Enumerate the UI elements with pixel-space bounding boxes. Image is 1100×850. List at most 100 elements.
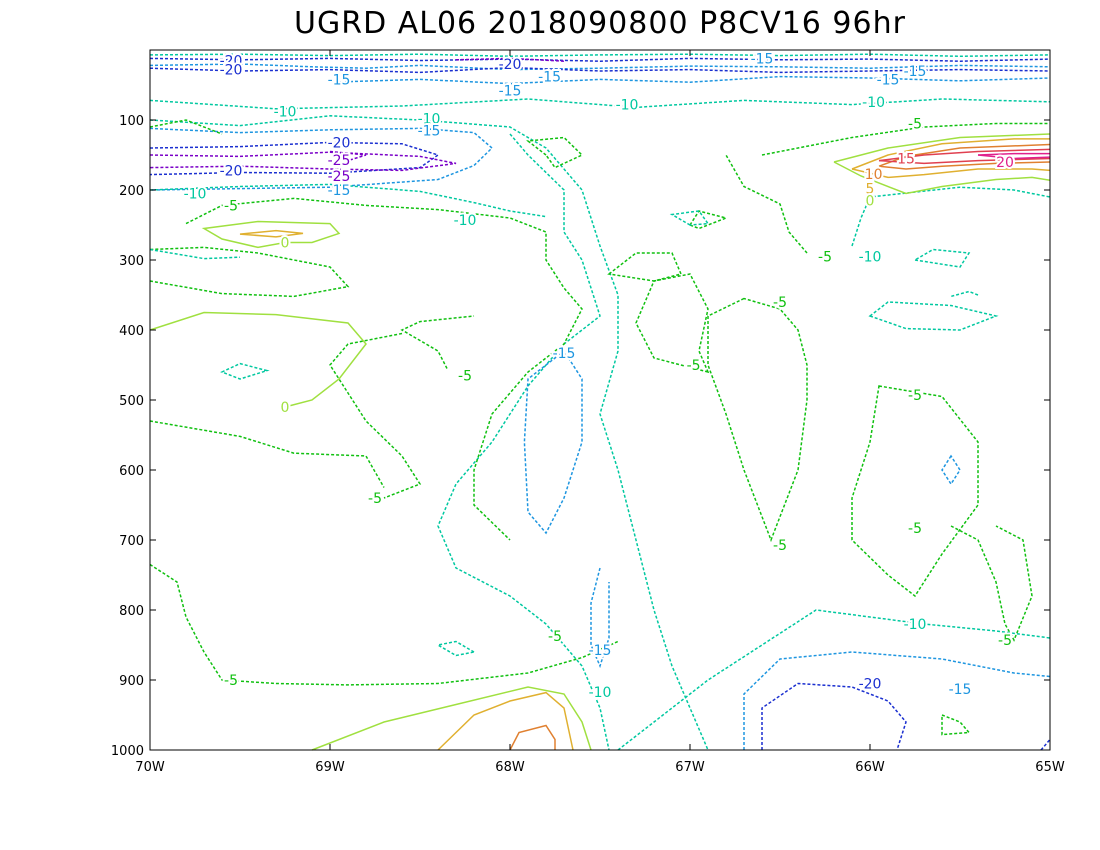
contour-neg10-line <box>868 301 999 331</box>
contour-label: -15 <box>877 72 900 88</box>
contour-neg5-line <box>400 315 475 369</box>
x-axis: 70W 69W 68W 67W 66W 65W <box>135 50 1065 775</box>
contour-label: -5 <box>908 521 922 537</box>
contour-neg15-line <box>329 75 1051 85</box>
contour-label: -5 <box>458 369 472 385</box>
contour-neg15-line <box>743 651 1051 750</box>
contour-label: -10 <box>274 105 297 121</box>
contour-neg5-line <box>149 563 619 686</box>
contour-label: -15 <box>418 124 441 140</box>
contour-15-line <box>878 148 1051 162</box>
x-tick-label: 66W <box>855 760 885 775</box>
contour-label: 0 <box>866 194 875 210</box>
contour-label: -15 <box>949 682 972 698</box>
contour-label: -15 <box>553 346 576 362</box>
contour-15-line <box>878 157 1051 165</box>
contour-label: -5 <box>224 673 238 689</box>
contour-label: -25 <box>328 169 351 185</box>
contour-label: -20 <box>859 677 882 693</box>
contour-label: 0 <box>281 400 290 416</box>
y-tick-label: 100 <box>119 114 144 129</box>
contour-neg15-line <box>941 454 961 486</box>
contour-neg10-line <box>851 186 1051 247</box>
contour-neg10-line <box>220 362 270 380</box>
contour-neg5-line <box>941 713 971 736</box>
contour-labels: -20-20-15-15-20-15-15-15-15-10 -10-10 -10-… <box>182 49 1016 703</box>
contour-neg15-line <box>523 349 583 535</box>
contour-neg5-line <box>149 420 385 488</box>
contour-neg10-line <box>435 640 477 657</box>
contour-label: -10 <box>904 617 927 633</box>
contour-label: -5 <box>687 358 701 374</box>
contour-10-line <box>509 724 556 751</box>
contour-label: -5 <box>908 117 922 133</box>
x-tick-label: 68W <box>495 760 525 775</box>
y-tick-label: 400 <box>119 324 144 339</box>
contour-label: -15 <box>538 70 561 86</box>
contour-neg10-line <box>149 53 1051 58</box>
contour-0-line <box>149 311 367 408</box>
contour-10-line <box>878 161 1051 170</box>
y-tick-label: 900 <box>119 674 144 689</box>
contour-0-line <box>833 133 1051 163</box>
contour-neg5-line <box>707 297 808 543</box>
contour-label: -10 <box>589 685 612 701</box>
contour-label: -5 <box>908 388 922 404</box>
x-tick-label: 65W <box>1035 760 1065 775</box>
contour-neg5-line <box>607 252 683 282</box>
contour-neg25-line <box>329 150 367 162</box>
contour-neg5-line <box>851 385 979 598</box>
contour-label: -25 <box>328 153 351 169</box>
y-tick-label: 200 <box>119 184 144 199</box>
contour-0-line <box>311 686 592 751</box>
contour-label: -10 <box>184 187 207 203</box>
chart-title: UGRD AL06 2018090800 P8CV16 96hr <box>294 6 906 41</box>
y-tick-label: 300 <box>119 254 144 269</box>
contour-label: -15 <box>589 643 612 659</box>
contour-label: -20 <box>499 57 522 73</box>
contour-label: 5 <box>866 182 875 198</box>
contour-lines <box>149 53 1051 751</box>
y-tick-label: 1000 <box>111 744 144 759</box>
contour-label: -20 <box>220 163 243 179</box>
contour-label: -15 <box>904 64 927 80</box>
contour-neg20-line <box>149 141 440 176</box>
contour-label: -15 <box>499 84 522 100</box>
y-tick-label: 800 <box>119 604 144 619</box>
contour-neg5-line <box>725 154 808 254</box>
contour-label: -15 <box>751 51 774 67</box>
contour-label: -15 <box>328 72 351 88</box>
contour-label: -15 <box>328 183 351 199</box>
y-tick-label: 700 <box>119 534 144 549</box>
contour-neg5-line <box>688 210 729 230</box>
y-tick-label: 600 <box>119 464 144 479</box>
contour-neg5-line <box>635 273 710 374</box>
contour-label: 15 <box>897 152 915 168</box>
contour-neg10-line <box>669 210 710 226</box>
contour-neg15-line <box>590 567 610 669</box>
contour-label: -5 <box>998 633 1012 649</box>
contour-neg5-line <box>950 525 1033 642</box>
contour-label: 20 <box>996 155 1014 171</box>
contour-label: -10 <box>862 95 885 111</box>
contour-neg25-line <box>455 57 565 62</box>
contour-label: -5 <box>773 295 787 311</box>
contour-neg5-line <box>149 119 223 135</box>
contour-label: -10 <box>454 213 477 229</box>
contour-neg10-line <box>149 115 709 751</box>
contour-neg10-line <box>617 609 1051 751</box>
contour-5-line <box>851 168 1051 179</box>
x-tick-label: 70W <box>135 760 165 775</box>
contour-neg20-line <box>761 682 907 751</box>
contour-neg20-line <box>149 66 1051 74</box>
y-tick-label: 500 <box>119 394 144 409</box>
contour-label: -5 <box>224 198 238 214</box>
contour-label: -10 <box>616 98 639 114</box>
contour-neg5-line <box>185 197 583 541</box>
contour-neg5-line <box>329 332 422 499</box>
contour-neg10-line <box>950 290 979 298</box>
contour-label: -5 <box>368 491 382 507</box>
contour-0-line <box>833 161 1051 195</box>
contour-label: 0 <box>281 236 290 252</box>
